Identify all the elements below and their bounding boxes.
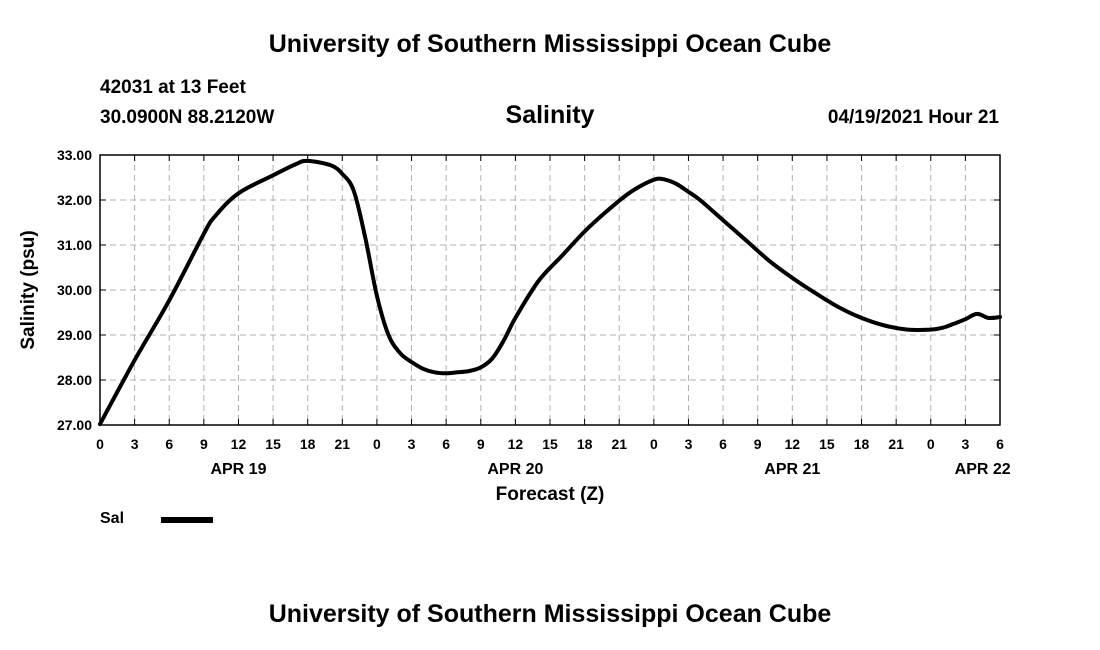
x-tick-label: 9 bbox=[754, 436, 762, 452]
footer-title: University of Southern Mississippi Ocean… bbox=[268, 600, 832, 628]
x-tick-label: 0 bbox=[650, 436, 658, 452]
page-title: University of Southern Mississippi Ocean… bbox=[268, 30, 832, 58]
x-tick-label: 21 bbox=[335, 436, 351, 452]
x-tick-label: 0 bbox=[927, 436, 935, 452]
y-tick-label: 27.00 bbox=[57, 417, 92, 433]
x-tick-label: 9 bbox=[200, 436, 208, 452]
x-tick-label: 3 bbox=[131, 436, 139, 452]
x-tick-label: 15 bbox=[819, 436, 835, 452]
x-tick-label: 0 bbox=[373, 436, 381, 452]
date-label: APR 21 bbox=[764, 461, 820, 478]
legend-label: Sal bbox=[100, 510, 125, 527]
x-tick-label: 12 bbox=[508, 436, 524, 452]
parameter-title: Salinity bbox=[505, 101, 595, 129]
date-label: APR 22 bbox=[955, 461, 1011, 478]
y-tick-label: 29.00 bbox=[57, 327, 92, 343]
x-tick-label: 6 bbox=[442, 436, 450, 452]
x-tick-label: 9 bbox=[477, 436, 485, 452]
x-tick-label: 6 bbox=[719, 436, 727, 452]
x-tick-label: 18 bbox=[854, 436, 870, 452]
y-tick-label: 30.00 bbox=[57, 282, 92, 298]
x-tick-label: 15 bbox=[542, 436, 558, 452]
legend-swatch bbox=[161, 517, 213, 523]
y-tick-label: 32.00 bbox=[57, 192, 92, 208]
grid-lines bbox=[100, 155, 1000, 425]
coordinates-label: 30.0900N 88.2120W bbox=[100, 107, 275, 128]
tick-labels: 27.00 28.00 29.00 30.00 31.00 32.00 33.00 0 3 6 9 1… bbox=[57, 147, 1011, 478]
forecast-datetime: 04/19/2021 Hour 21 bbox=[827, 107, 999, 128]
y-tick-label: 28.00 bbox=[57, 372, 92, 388]
y-tick-label: 31.00 bbox=[57, 237, 92, 253]
date-label: APR 19 bbox=[210, 461, 266, 478]
y-axis-title: Salinity (psu) bbox=[18, 230, 39, 349]
x-tick-label: 12 bbox=[231, 436, 247, 452]
x-tick-label: 3 bbox=[961, 436, 969, 452]
x-tick-label: 3 bbox=[685, 436, 693, 452]
x-tick-label: 3 bbox=[408, 436, 416, 452]
station-label: 42031 at 13 Feet bbox=[100, 77, 246, 98]
date-label: APR 20 bbox=[487, 461, 543, 478]
x-tick-label: 0 bbox=[96, 436, 104, 452]
x-tick-label: 6 bbox=[996, 436, 1004, 452]
x-tick-label: 21 bbox=[888, 436, 904, 452]
x-tick-label: 12 bbox=[785, 436, 801, 452]
x-tick-label: 6 bbox=[165, 436, 173, 452]
y-tick-label: 33.00 bbox=[57, 147, 92, 163]
series-line-sal bbox=[98, 158, 1002, 427]
x-tick-label: 18 bbox=[300, 436, 316, 452]
x-tick-label: 15 bbox=[265, 436, 281, 452]
x-tick-label: 21 bbox=[611, 436, 627, 452]
x-axis-title: Forecast (Z) bbox=[496, 484, 605, 505]
x-tick-label: 18 bbox=[577, 436, 593, 452]
